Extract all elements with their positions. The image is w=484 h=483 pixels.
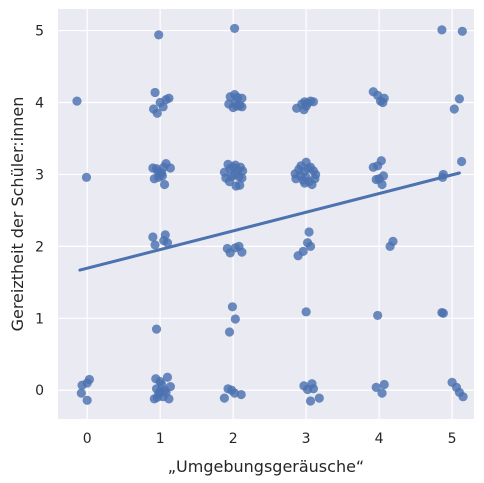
data-point	[300, 178, 310, 188]
data-point	[304, 227, 314, 237]
vertical-gridlines	[86, 9, 453, 419]
data-point	[293, 251, 303, 261]
data-point	[161, 387, 171, 397]
y-tick-label: 5	[35, 24, 44, 40]
data-point	[230, 314, 240, 324]
y-tick-labels: 0 1 2 3 4 5	[35, 24, 44, 400]
data-point	[308, 384, 319, 394]
data-point	[454, 94, 465, 104]
x-tick-label: 1	[156, 431, 165, 447]
data-point	[230, 97, 240, 108]
data-point	[81, 172, 92, 182]
data-point	[373, 310, 383, 321]
data-point	[82, 378, 92, 388]
data-points	[72, 23, 468, 406]
horizontal-gridlines	[58, 29, 474, 391]
x-tick-label: 4	[375, 431, 384, 447]
data-point	[310, 174, 320, 184]
data-point	[237, 102, 247, 112]
data-point	[76, 388, 86, 398]
data-point	[438, 308, 448, 318]
data-point	[437, 25, 447, 35]
x-tick-label: 2	[229, 431, 238, 447]
data-point	[152, 108, 162, 118]
data-point	[378, 171, 389, 181]
data-point	[227, 302, 238, 312]
data-point	[371, 382, 381, 392]
data-point	[154, 30, 164, 40]
data-point	[385, 241, 395, 251]
data-point	[158, 102, 168, 112]
x-tick-label: 3	[302, 431, 311, 447]
x-tick-labels: 0 1 2 3 4 5	[83, 431, 457, 447]
data-point	[314, 393, 324, 403]
data-point	[379, 93, 389, 103]
data-point	[305, 396, 316, 406]
data-point	[165, 163, 175, 173]
data-point	[235, 180, 245, 190]
data-point	[159, 179, 170, 190]
y-tick-label: 0	[35, 383, 44, 399]
regression-line	[78, 171, 461, 272]
data-point	[236, 389, 246, 400]
data-point	[152, 392, 162, 403]
data-point	[151, 324, 162, 334]
data-point	[237, 247, 247, 257]
data-point	[148, 232, 158, 242]
data-point	[379, 379, 389, 390]
data-point	[230, 23, 240, 34]
data-point	[377, 179, 387, 190]
data-point	[72, 96, 82, 106]
y-axis-label: Gereiztheit der Schüler:innen	[8, 97, 27, 332]
y-tick-label: 2	[35, 239, 44, 255]
data-point	[237, 93, 247, 103]
x-axis-label: „Umgebungsgeräusche“	[168, 457, 364, 476]
data-point	[308, 97, 319, 107]
data-point	[150, 240, 160, 250]
data-point	[301, 101, 311, 111]
data-point	[457, 26, 467, 36]
plot-background	[58, 9, 474, 419]
y-tick-label: 3	[35, 167, 44, 183]
data-point	[449, 104, 459, 114]
data-point	[82, 395, 92, 405]
data-point	[237, 173, 247, 183]
data-point	[305, 241, 316, 251]
data-point	[376, 156, 386, 166]
data-point	[301, 307, 311, 317]
data-point	[456, 156, 467, 167]
data-point	[224, 177, 235, 187]
data-point	[162, 238, 173, 248]
y-tick-label: 4	[35, 96, 44, 112]
data-point	[377, 388, 387, 398]
data-point	[219, 393, 229, 403]
data-point	[157, 171, 167, 181]
x-tick-label: 5	[448, 431, 457, 447]
x-tick-label: 0	[83, 431, 92, 447]
data-point	[224, 327, 235, 337]
data-point	[162, 372, 173, 382]
y-tick-label: 1	[35, 311, 44, 327]
data-point	[458, 392, 468, 402]
data-point	[164, 93, 174, 103]
data-point	[150, 87, 160, 98]
